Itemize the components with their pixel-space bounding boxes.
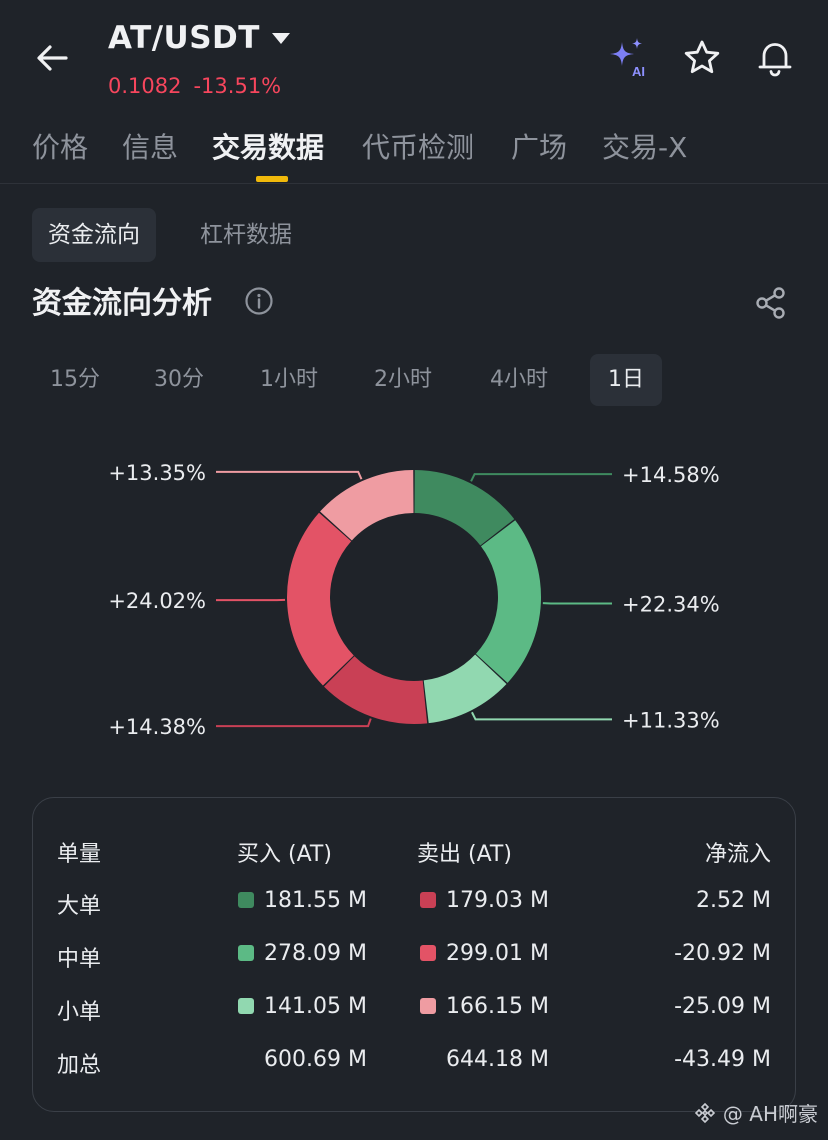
donut-segment-5 — [320, 470, 414, 541]
row-net-large: 2.52 M — [696, 888, 771, 913]
donut-label-3: +14.38% — [108, 715, 206, 739]
donut-label-4: +24.02% — [108, 589, 206, 613]
donut-segment-1 — [475, 520, 541, 683]
leader-line-5 — [216, 470, 363, 480]
donut-segment-0 — [414, 470, 515, 546]
watermark-text: @ AH啊豪 — [722, 1102, 818, 1126]
col-header-sell: 卖出 (AT) — [417, 842, 512, 867]
donut-label-1: +22.34% — [622, 592, 720, 616]
donut-label-0: +14.58% — [622, 463, 720, 487]
leader-line-0 — [470, 473, 612, 482]
row-net-total: -43.49 M — [674, 1047, 771, 1072]
donut-segment-2 — [423, 654, 507, 724]
back-arrow-icon[interactable] — [32, 38, 72, 78]
last-price: 0.1082 — [108, 74, 182, 98]
donut-label-2: +11.33% — [622, 708, 720, 732]
fund-flow-table: 单量 买入 (AT) 卖出 (AT) 净流入 大单 181.55 M 179.0… — [32, 797, 796, 1112]
section-title: 资金流向分析 — [32, 286, 212, 321]
star-icon[interactable] — [682, 38, 722, 78]
chevron-down-icon — [271, 32, 290, 44]
header: AT/USDT 0.1082 -13.51% AI — [0, 0, 828, 104]
main-tabs: 价格 信息 交易数据 代币检测 广场 交易-X — [0, 120, 828, 184]
watermark: @ AH啊豪 — [693, 1098, 818, 1127]
row-buy-medium: 278.09 M — [238, 941, 367, 966]
period-1h[interactable]: 1小时 — [260, 367, 318, 392]
active-tab-indicator — [256, 176, 288, 182]
row-label-total: 加总 — [57, 1053, 102, 1078]
period-2h[interactable]: 2小时 — [374, 367, 432, 392]
donut-segment-4 — [287, 512, 354, 686]
row-buy-large: 181.55 M — [238, 888, 367, 913]
buy-swatch — [238, 945, 255, 961]
period-15m[interactable]: 15分 — [50, 367, 100, 392]
col-header-net: 净流入 — [704, 842, 771, 867]
tab-trade-x[interactable]: 交易-X — [602, 131, 688, 164]
price-change: -13.51% — [193, 74, 282, 98]
binance-logo-icon — [694, 1102, 716, 1123]
share-icon[interactable] — [752, 284, 790, 322]
row-sell-medium: 299.01 M — [420, 941, 549, 966]
tab-square[interactable]: 广场 — [511, 131, 568, 164]
period-30m[interactable]: 30分 — [154, 367, 204, 392]
subtab-leverage-data[interactable]: 杠杆数据 — [200, 222, 292, 248]
row-sell-total: 644.18 M — [446, 1047, 549, 1072]
pair-name: AT/USDT — [108, 20, 260, 56]
donut-segment-3 — [324, 656, 428, 724]
ai-badge: AI — [632, 64, 645, 79]
donut-label-5: +13.35% — [108, 461, 206, 485]
buy-swatch — [238, 892, 255, 908]
period-1d[interactable]: 1日 — [590, 354, 662, 406]
tab-token-check[interactable]: 代币检测 — [362, 131, 475, 164]
row-label-medium: 中单 — [57, 947, 102, 972]
row-buy-total: 600.69 M — [264, 1047, 367, 1072]
leader-line-2 — [471, 711, 612, 721]
subtab-fund-flow[interactable]: 资金流向 — [32, 208, 156, 262]
row-label-small: 小单 — [57, 1000, 102, 1025]
row-sell-small: 166.15 M — [420, 994, 549, 1019]
tab-info[interactable]: 信息 — [122, 131, 179, 164]
ai-sparkle-icon[interactable]: AI — [606, 36, 652, 82]
row-buy-small: 141.05 M — [238, 994, 367, 1019]
leader-line-3 — [216, 718, 372, 728]
sell-swatch — [420, 945, 437, 961]
tab-price[interactable]: 价格 — [32, 131, 89, 164]
price-row: 0.1082 -13.51% — [108, 74, 281, 98]
fund-flow-donut-chart: +14.58% +22.34% +11.33% +14.38% +24.02% +13.3… — [108, 461, 720, 739]
info-icon[interactable] — [244, 286, 274, 316]
sell-swatch — [420, 998, 437, 1014]
sell-swatch — [420, 892, 437, 908]
row-net-small: -25.09 M — [674, 994, 771, 1019]
col-header-buy: 买入 (AT) — [237, 842, 332, 867]
buy-swatch — [238, 998, 255, 1014]
col-header-size: 单量 — [57, 842, 102, 867]
row-net-medium: -20.92 M — [674, 941, 771, 966]
bell-icon[interactable] — [755, 38, 795, 78]
row-label-large: 大单 — [57, 894, 102, 919]
pair-selector[interactable]: AT/USDT — [108, 20, 290, 56]
tab-trading-data[interactable]: 交易数据 — [212, 131, 325, 164]
row-sell-large: 179.03 M — [420, 888, 549, 913]
period-4h[interactable]: 4小时 — [490, 367, 548, 392]
